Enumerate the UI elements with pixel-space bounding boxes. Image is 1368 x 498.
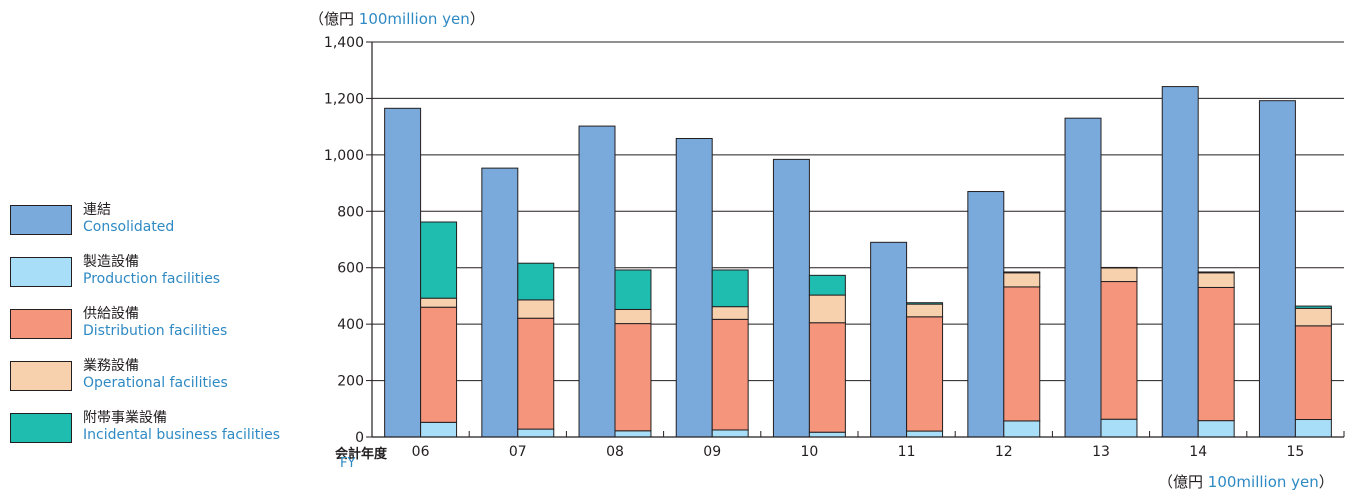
bar-segment-operational-facilities	[614, 308, 652, 325]
bar-consolidated	[481, 167, 519, 438]
bar-consolidated	[578, 125, 616, 438]
y-tick-label: 800	[337, 204, 364, 220]
bar-segment-operational-facilities	[808, 294, 846, 324]
bar-segment-production-facilities	[517, 428, 555, 438]
x-axis-label-en: FY	[340, 456, 356, 471]
legend-label-jp: 連結	[83, 202, 111, 218]
bar-consolidated	[870, 241, 908, 438]
bar-segment-distribution-facilities	[808, 322, 846, 433]
legend-label-jp: 製造設備	[83, 254, 139, 270]
bar-segment-operational-facilities	[906, 303, 944, 318]
bar-consolidated	[1064, 117, 1102, 438]
legend-label-en: Consolidated	[83, 219, 175, 235]
bar-consolidated	[967, 191, 1005, 438]
x-axis-label-jp: 会計年度	[335, 447, 388, 462]
legend-label-jp: 附帯事業設備	[83, 410, 167, 426]
bar-segment-production-facilities	[1197, 420, 1235, 438]
bar-segment-incidental-business-facilities	[614, 269, 652, 310]
y-tick-label: 200	[337, 374, 364, 390]
bar-segment-distribution-facilities	[1003, 286, 1041, 422]
bar-segment-distribution-facilities	[614, 323, 652, 432]
legend-swatch-operational	[10, 361, 72, 391]
legend-label-en: Distribution facilities	[83, 323, 228, 339]
bar-segment-operational-facilities	[1197, 272, 1235, 288]
x-tick-label: 06	[412, 444, 430, 460]
y-tick-label: 400	[337, 317, 364, 333]
bar-consolidated	[384, 107, 422, 438]
bar-segment-distribution-facilities	[1197, 286, 1235, 422]
bar-segment-distribution-facilities	[906, 316, 944, 432]
x-tick-label: 08	[606, 444, 624, 460]
legend-swatch-distribution	[10, 309, 72, 339]
legend-label-jp: 業務設備	[83, 358, 139, 374]
axes	[366, 41, 1345, 438]
bars	[384, 86, 1332, 438]
legend-label-en: Operational facilities	[83, 375, 228, 391]
tick-labels: 0 200 400 600 800 1,000 1,200 1,400 06 07 08 09 10 11…	[324, 35, 1304, 460]
bar-segment-operational-facilities	[420, 297, 458, 308]
x-tick-label: 14	[1189, 444, 1207, 460]
bar-consolidated	[675, 137, 713, 438]
x-tick-label: 13	[1092, 444, 1110, 460]
bar-segment-production-facilities	[1003, 420, 1041, 438]
y-tick-label: 0	[355, 430, 364, 446]
unit-label-bottom: （億円 100million yen）	[1158, 473, 1334, 491]
x-tick-label: 11	[898, 444, 916, 460]
bar-segment-operational-facilities	[711, 306, 749, 320]
bar-segment-distribution-facilities	[1100, 281, 1138, 420]
x-tick-label: 09	[703, 444, 721, 460]
bar-segment-production-facilities	[711, 429, 749, 438]
legend-label-en: Incidental business facilities	[83, 427, 280, 443]
bar-segment-operational-facilities	[1294, 307, 1332, 327]
bar-segment-distribution-facilities	[517, 317, 555, 430]
y-tick-label: 1,200	[324, 91, 364, 107]
bar-segment-incidental-business-facilities	[1294, 305, 1332, 309]
bar-segment-incidental-business-facilities	[808, 274, 846, 296]
bar-segment-production-facilities	[1294, 419, 1332, 438]
bar-segment-production-facilities	[420, 421, 458, 438]
bar-segment-production-facilities	[808, 431, 846, 438]
x-tick-label: 07	[509, 444, 527, 460]
y-tick-label: 1,000	[324, 148, 364, 164]
bar-consolidated	[1258, 100, 1296, 438]
bar-segment-incidental-business-facilities	[420, 221, 458, 299]
legend-swatch-production	[10, 257, 72, 287]
legend-swatch-incidental	[10, 413, 72, 443]
y-tick-label: 1,400	[324, 35, 364, 51]
bar-segment-operational-facilities	[1003, 272, 1041, 288]
bar-segment-distribution-facilities	[711, 318, 749, 431]
bar-segment-incidental-business-facilities	[1100, 266, 1138, 269]
bar-segment-incidental-business-facilities	[1003, 271, 1041, 274]
legend-label-jp: 供給設備	[83, 306, 139, 322]
legend-label-en: Production facilities	[83, 271, 221, 287]
y-tick-label: 600	[337, 261, 364, 277]
bar-segment-production-facilities	[906, 430, 944, 438]
bar-segment-operational-facilities	[517, 299, 555, 319]
bar-segment-production-facilities	[614, 430, 652, 438]
bar-segment-distribution-facilities	[1294, 325, 1332, 421]
bar-segment-incidental-business-facilities	[517, 262, 555, 301]
bar-segment-operational-facilities	[1100, 267, 1138, 283]
bar-segment-incidental-business-facilities	[711, 269, 749, 308]
legend-swatch-consolidated	[10, 205, 72, 235]
bar-segment-incidental-business-facilities	[1197, 271, 1235, 274]
bar-segment-distribution-facilities	[420, 306, 458, 423]
x-tick-label: 15	[1286, 444, 1304, 460]
bar-segment-production-facilities	[1100, 418, 1138, 438]
bar-segment-incidental-business-facilities	[906, 302, 944, 305]
bar-consolidated	[772, 158, 810, 438]
unit-label-top: （億円 100million yen）	[309, 10, 485, 28]
x-tick-label: 12	[995, 444, 1013, 460]
bar-consolidated	[1161, 86, 1199, 438]
x-tick-label: 10	[800, 444, 818, 460]
